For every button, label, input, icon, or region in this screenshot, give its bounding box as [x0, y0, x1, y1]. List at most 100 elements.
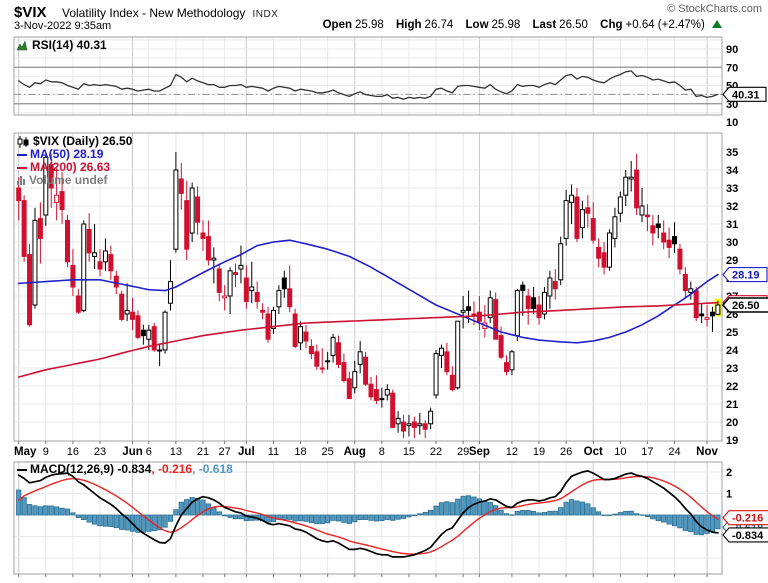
- value-callout: -0.834: [722, 527, 768, 543]
- macd-histogram-bar: [146, 514, 152, 532]
- chart-datetime: 3-Nov-2022 9:35am: [14, 20, 112, 32]
- last-label: Last: [532, 19, 557, 31]
- y-axis-label: 20: [726, 417, 738, 429]
- symbol-name: Volatility Index - New Methodology: [62, 6, 246, 20]
- chg-label: Chg: [600, 19, 623, 31]
- candle-body: [504, 362, 510, 373]
- candle-body: [146, 329, 152, 340]
- candle-body: [541, 291, 547, 315]
- macd-histogram-bar: [460, 495, 466, 516]
- rsi-series: [18, 70, 719, 100]
- candle-body: [346, 378, 352, 400]
- macd-histogram-bar: [455, 498, 461, 516]
- candle-body: [200, 232, 206, 239]
- macd-histogram-bar: [102, 514, 109, 527]
- open-value: 25.98: [355, 19, 384, 31]
- candle-body: [552, 281, 558, 290]
- macd-histogram-bar: [639, 514, 645, 516]
- x-axis-label: 12: [506, 446, 518, 458]
- macd-histogram-bar: [482, 500, 488, 516]
- macd-histogram-bar: [265, 514, 271, 523]
- macd-histogram-bar: [644, 514, 651, 517]
- macd-histogram-bar: [525, 510, 531, 516]
- candle-body: [352, 371, 358, 389]
- candle-body: [281, 277, 287, 290]
- symbol: $VIX: [14, 4, 47, 21]
- macd-histogram-bar: [297, 514, 304, 522]
- x-axis-label: 13: [170, 446, 182, 458]
- macd-histogram-bar: [194, 498, 201, 516]
- macd-histogram-bar: [314, 514, 320, 525]
- candle-body: [330, 336, 336, 356]
- high-value: 26.74: [424, 19, 454, 31]
- macd-histogram-bar: [238, 514, 244, 520]
- candle-body: [677, 248, 683, 270]
- candle-body: [59, 191, 65, 211]
- candle-body: [373, 389, 379, 401]
- candle-body: [520, 284, 526, 292]
- candle-body: [92, 252, 98, 257]
- x-axis-label: 10: [614, 446, 626, 458]
- candle-body: [130, 311, 136, 320]
- y-axis-label: 34: [726, 165, 739, 177]
- y-axis-label: 30: [726, 237, 738, 249]
- macd-histogram-bar: [498, 509, 504, 516]
- x-axis-label: May: [14, 446, 37, 458]
- candle-body: [699, 313, 705, 317]
- macd-histogram-bar: [487, 501, 493, 516]
- macd-histogram-bar: [417, 513, 423, 516]
- macd-histogram-bar: [362, 514, 369, 520]
- macd-histogram-bar: [124, 514, 130, 531]
- y-axis-label: 10: [726, 117, 738, 129]
- candle-body: [422, 423, 428, 430]
- macd-histogram-bar: [167, 514, 174, 522]
- macd-histogram-bar: [465, 495, 472, 516]
- candle-body: [48, 164, 54, 189]
- candle-body: [97, 261, 103, 270]
- macd-histogram-bar: [64, 508, 71, 516]
- x-axis-label: 21: [197, 446, 209, 458]
- macd-histogram-bar: [341, 514, 347, 523]
- candle-body: [173, 169, 179, 250]
- panel-border: [13, 36, 723, 116]
- candle-body: [211, 257, 217, 261]
- macd-histogram-bar: [211, 507, 217, 516]
- y-axis-label: 90: [726, 44, 738, 56]
- candle-body: [601, 252, 607, 268]
- candle-body: [525, 295, 531, 310]
- open-label: Open: [322, 19, 352, 31]
- macd-histogram-bar: [547, 510, 553, 516]
- candle-body: [124, 309, 130, 315]
- chg-value: +0.64 (+2.47%): [625, 19, 705, 31]
- candle-body: [260, 309, 266, 313]
- macd-histogram-bar: [579, 501, 585, 516]
- candle-body: [661, 232, 667, 243]
- candle-body: [287, 288, 293, 308]
- macd-histogram-bar: [292, 514, 298, 522]
- candle-body: [314, 351, 320, 367]
- svg-text:40.31: 40.31: [732, 89, 760, 101]
- candle-body: [384, 389, 390, 396]
- macd-series: [16, 470, 721, 558]
- price-series: [16, 152, 722, 439]
- macd-histogram-bar: [119, 514, 125, 530]
- y-axis-label: 31: [726, 219, 738, 231]
- macd-histogram-bar: [287, 514, 293, 520]
- macd-histogram-bar: [308, 514, 314, 524]
- macd-histogram-bar: [715, 514, 721, 530]
- macd-histogram-bar: [563, 501, 569, 516]
- candle-body: [558, 243, 564, 281]
- x-axis-label: 17: [641, 446, 653, 458]
- candle-body: [547, 277, 553, 297]
- x-axis-label: Jul: [238, 446, 255, 458]
- candle-body: [254, 291, 260, 302]
- macd-histogram-bar: [514, 511, 520, 516]
- x-axis-label: 15: [403, 446, 415, 458]
- last-value: 26.50: [559, 19, 588, 31]
- macd-histogram-bar: [352, 514, 358, 523]
- candle-body: [704, 317, 710, 320]
- candle-body: [276, 290, 282, 308]
- macd-histogram-bar: [335, 514, 342, 522]
